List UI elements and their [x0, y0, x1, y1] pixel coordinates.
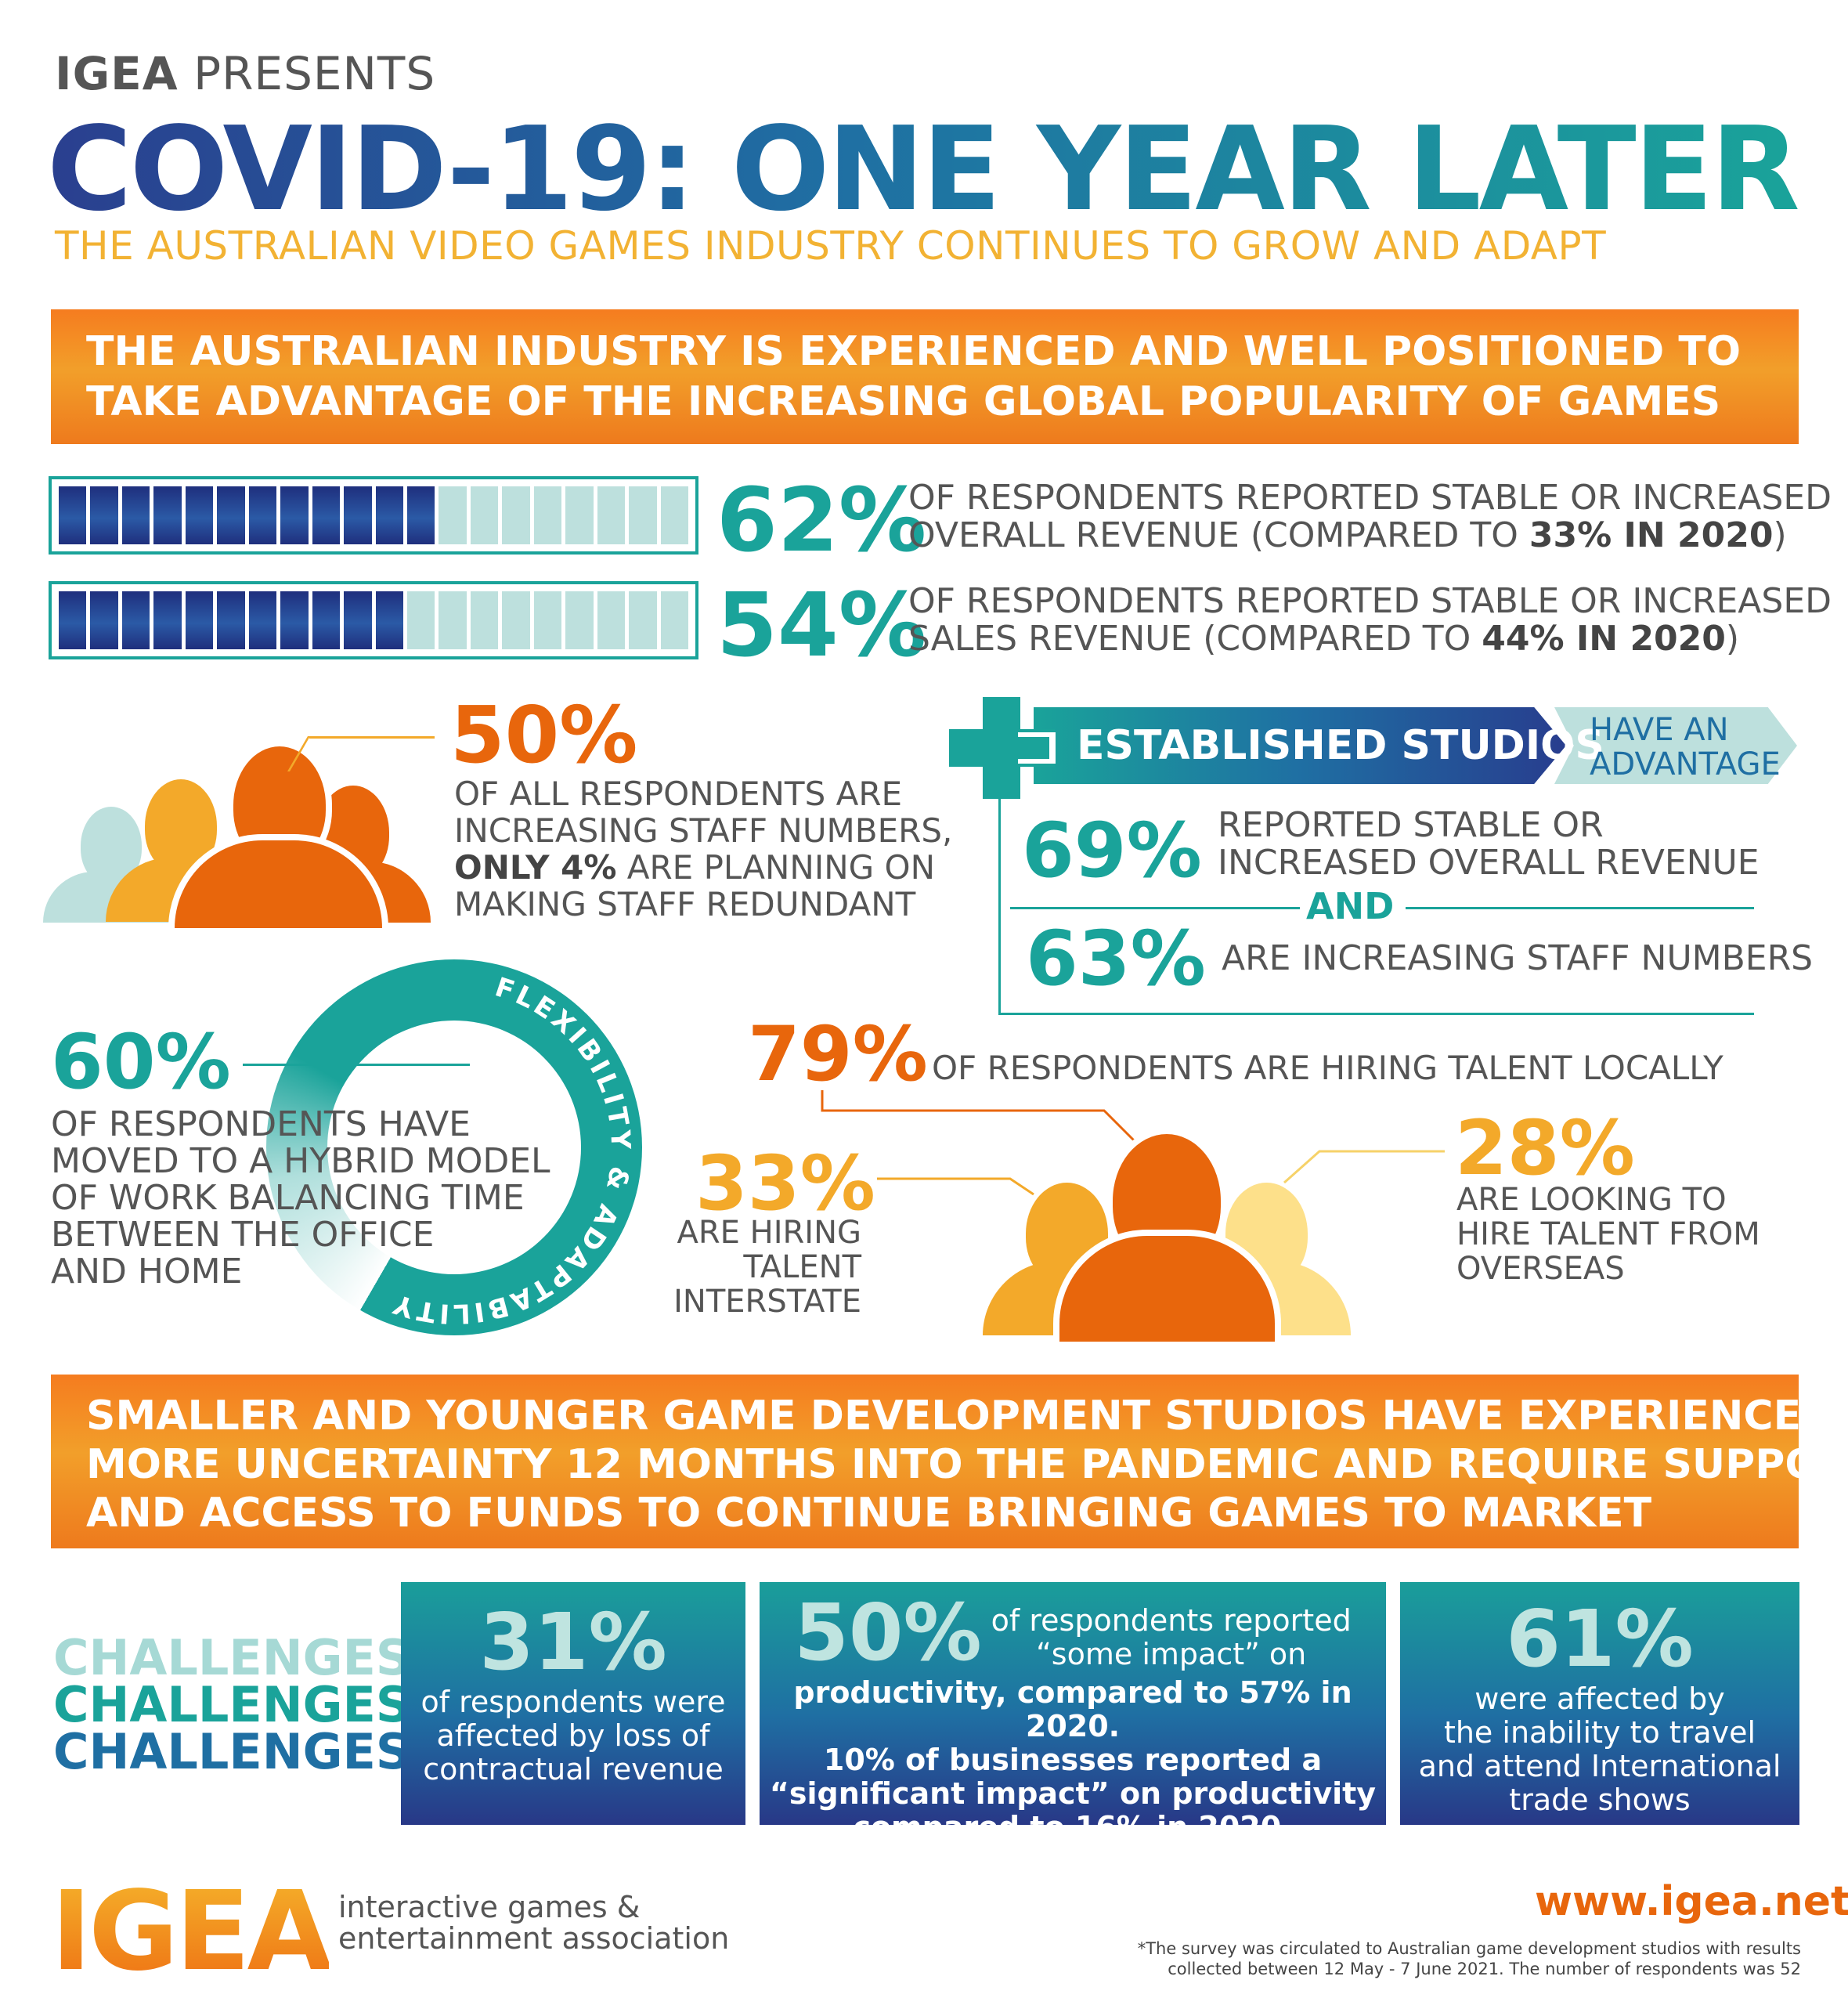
progress-segment-filled	[375, 486, 403, 544]
progress-segment-empty	[470, 486, 499, 544]
sales-revenue-text: OF RESPONDENTS REPORTED STABLE OR INCREA…	[908, 581, 1832, 659]
challenge-box-travel: 61% were affected by the inability to tr…	[1400, 1582, 1799, 1825]
igea-full-name: interactive games & entertainment associ…	[338, 1890, 730, 1956]
website-link[interactable]: www.igea.net	[1535, 1878, 1848, 1925]
challenges-label-3: CHALLENGES	[53, 1723, 411, 1780]
progress-segment-empty	[406, 591, 435, 649]
survey-footnote: *The survey was circulated to Australian…	[1137, 1939, 1801, 1978]
progress-segment-filled	[153, 486, 182, 544]
page-title: COVID-19: ONE YEAR LATER	[47, 102, 1800, 237]
progress-segment-empty	[533, 486, 562, 544]
progress-segment-empty	[502, 486, 530, 544]
progress-segment-empty	[660, 486, 689, 544]
overseas-percent: 28%	[1455, 1104, 1635, 1192]
overseas-text: ARE LOOKING TO HIRE TALENT FROM OVERSEAS	[1456, 1182, 1760, 1287]
progress-segment-filled	[121, 486, 150, 544]
overall-revenue-text: OF RESPONDENTS REPORTED STABLE OR INCREA…	[908, 478, 1832, 555]
established-bottom-line	[998, 1013, 1754, 1015]
advantage-arrow	[1554, 707, 1797, 784]
progress-segment-filled	[90, 591, 118, 649]
progress-segment-filled	[344, 486, 372, 544]
progress-segment-empty	[597, 591, 626, 649]
page-subtitle: THE AUSTRALIAN VIDEO GAMES INDUSTRY CONT…	[55, 223, 1607, 269]
progress-bar-overall-revenue	[49, 476, 698, 555]
progress-segment-filled	[406, 486, 435, 544]
progress-segment-filled	[59, 486, 87, 544]
progress-segment-empty	[470, 591, 499, 649]
progress-segment-filled	[217, 591, 245, 649]
and-label: AND	[1306, 885, 1395, 927]
plus-icon-inner	[1018, 737, 1049, 759]
progress-segment-empty	[660, 591, 689, 649]
advantage-label: HAVE AN ADVANTAGE	[1590, 712, 1781, 782]
overall-revenue-percent: 62%	[716, 470, 927, 572]
progress-segment-empty	[439, 591, 467, 649]
flexibility-ring-hole	[327, 1021, 581, 1274]
progress-segment-filled	[59, 591, 87, 649]
progress-segment-empty	[533, 591, 562, 649]
hiring-people-icon	[983, 1128, 1351, 1342]
established-revenue-percent: 69%	[1022, 807, 1202, 894]
established-studios-arrow	[1034, 707, 1566, 784]
progress-segment-filled	[248, 591, 277, 649]
interstate-percent: 33%	[695, 1140, 875, 1227]
challenge-box-productivity: 50% of respondents reported “some impact…	[760, 1582, 1386, 1844]
and-divider-right	[1406, 907, 1754, 909]
hybrid-text: OF RESPONDENTS HAVE MOVED TO A HYBRID MO…	[51, 1104, 550, 1292]
hybrid-connector-line	[243, 1064, 470, 1066]
challenge-box-contractual: 31% of respondents were affected by loss…	[401, 1582, 745, 1825]
interstate-text: ARE HIRING TALENT INTERSTATE	[673, 1215, 861, 1320]
progress-segment-empty	[597, 486, 626, 544]
progress-segment-empty	[502, 591, 530, 649]
progress-segment-empty	[629, 486, 657, 544]
progress-segment-filled	[90, 486, 118, 544]
established-revenue-text: REPORTED STABLE OR INCREASED OVERALL REV…	[1218, 805, 1760, 883]
established-studios-label: ESTABLISHED STUDIOS	[1077, 722, 1604, 769]
sales-revenue-percent: 54%	[716, 575, 927, 677]
established-bracket-line	[998, 799, 1001, 1014]
progress-segment-filled	[280, 486, 309, 544]
banner-industry-positioned: THE AUSTRALIAN INDUSTRY IS EXPERIENCED A…	[51, 309, 1799, 444]
local-hiring-percent: 79%	[748, 1010, 928, 1098]
hiring-connector-lines	[821, 1090, 1445, 1196]
staff-percent: 50%	[450, 689, 638, 781]
progress-segment-filled	[185, 486, 214, 544]
progress-segment-empty	[439, 486, 467, 544]
progress-segment-filled	[312, 591, 341, 649]
and-divider-left	[1010, 907, 1300, 909]
progress-bar-sales-revenue	[49, 581, 698, 659]
progress-segment-filled	[248, 486, 277, 544]
staff-text: OF ALL RESPONDENTS ARE INCREASING STAFF …	[454, 775, 953, 923]
progress-segment-filled	[312, 486, 341, 544]
challenges-label-2: CHALLENGES	[53, 1676, 411, 1733]
progress-segment-filled	[185, 591, 214, 649]
progress-segment-empty	[565, 486, 594, 544]
header-presents: IGEA PRESENTS	[55, 47, 436, 100]
progress-segment-filled	[153, 591, 182, 649]
staff-people-icon	[43, 740, 442, 928]
progress-segment-empty	[565, 591, 594, 649]
challenges-label-1: CHALLENGES	[53, 1629, 411, 1686]
progress-segment-filled	[280, 591, 309, 649]
progress-segment-empty	[629, 591, 657, 649]
progress-segment-filled	[121, 591, 150, 649]
hybrid-percent: 60%	[51, 1018, 231, 1106]
igea-logo: IGEA	[51, 1868, 332, 1996]
local-hiring-text: OF RESPONDENTS ARE HIRING TALENT LOCALLY	[932, 1049, 1723, 1087]
staff-connector-line	[309, 736, 435, 739]
banner-smaller-studios: SMALLER AND YOUNGER GAME DEVELOPMENT STU…	[51, 1375, 1848, 1548]
progress-segment-filled	[344, 591, 372, 649]
established-staff-percent: 63%	[1026, 915, 1206, 1002]
progress-segment-filled	[217, 486, 245, 544]
flexibility-ring-label: FLEXIBILITY & ADAPTABILITY	[387, 971, 633, 1329]
progress-segment-filled	[375, 591, 403, 649]
established-staff-text: ARE INCREASING STAFF NUMBERS	[1222, 938, 1814, 978]
